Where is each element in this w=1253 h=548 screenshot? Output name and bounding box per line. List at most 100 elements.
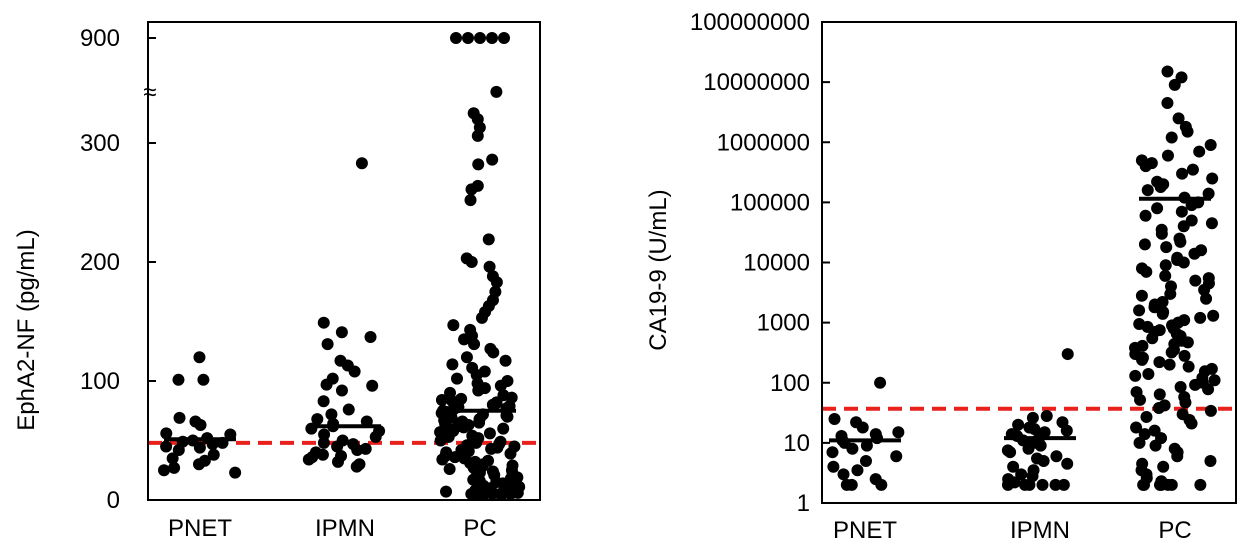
epha2-point-pc: [466, 183, 478, 195]
epha2-point-ipmn: [343, 404, 355, 416]
epha2-point-pc: [458, 421, 470, 433]
ca199-point-pnet: [838, 468, 850, 480]
epha2-point-pc: [447, 319, 459, 331]
epha2-point-ipmn: [336, 326, 348, 338]
ca199-point-pc: [1157, 308, 1169, 320]
epha2-chart: EphA2-NF (pg/mL) 0100200300900≈ PNET IPMN…: [13, 22, 540, 542]
ca199-point-pc: [1150, 440, 1162, 452]
ca199-point-pc: [1154, 479, 1166, 491]
epha2-ytick-label: 0: [107, 487, 120, 514]
epha2-point-ipmn: [351, 461, 363, 473]
epha2-point-ipmn: [303, 454, 315, 466]
ca199-point-pc: [1157, 461, 1169, 473]
epha2-ylabel: EphA2-NF (pg/mL): [13, 229, 40, 430]
epha2-point-pnet: [158, 464, 170, 476]
epha2-point-pc: [485, 443, 497, 455]
ca199-point-pnet: [860, 455, 872, 467]
ca199-ytick-label: 10000: [743, 250, 810, 277]
epha2-point-ipmn: [370, 431, 382, 443]
ca199-ytick-label: 100000: [730, 189, 810, 216]
ca199-point-pc: [1134, 437, 1146, 449]
epha2-point-pc: [472, 130, 484, 142]
ca199-point-pc: [1161, 66, 1173, 78]
ca199-point-pc: [1182, 336, 1194, 348]
epha2-point-pc: [472, 385, 484, 397]
epha2-point-pc: [484, 427, 496, 439]
ca199-category-label: PNET: [833, 517, 897, 544]
ca199-ytick-label: 1000: [757, 310, 810, 337]
ca199-point-pc: [1206, 217, 1218, 229]
epha2-point-pnet: [229, 467, 241, 479]
epha2-point-pc: [461, 351, 473, 363]
epha2-point-pc: [498, 32, 510, 44]
ca199-category-label: PC: [1158, 517, 1191, 544]
ca199-point-pc: [1140, 160, 1152, 172]
ca199-point-ipmn: [1004, 446, 1016, 458]
ca199-point-pc: [1146, 332, 1158, 344]
epha2-point-ipmn: [318, 437, 330, 449]
epha2-point-ipmn: [366, 380, 378, 392]
epha2-point-pc: [500, 355, 512, 367]
ca199-point-pc: [1182, 126, 1194, 138]
ca199-point-pnet: [857, 422, 869, 434]
axis-break-symbol: ≈: [143, 79, 156, 106]
ca199-point-pc: [1204, 455, 1216, 467]
ca199-point-ipmn: [1023, 479, 1035, 491]
ca199-point-pc: [1140, 266, 1152, 278]
epha2-point-ipmn: [351, 444, 363, 456]
ca199-point-pc: [1169, 79, 1181, 91]
epha2-point-ipmn: [365, 331, 377, 343]
ca199-point-pnet: [851, 464, 863, 476]
ca199-point-pc: [1155, 181, 1167, 193]
epha2-point-pc: [470, 488, 482, 500]
ca199-point-pc: [1174, 236, 1186, 248]
ca199-point-pnet: [875, 479, 887, 491]
ca199-point-pc: [1156, 228, 1168, 240]
ca199-point-pc: [1162, 150, 1174, 162]
epha2-point-pc: [440, 486, 452, 498]
ca199-point-ipmn: [1002, 479, 1014, 491]
epha2-point-pnet: [195, 419, 207, 431]
ca199-point-ipmn: [1022, 443, 1034, 455]
ca199-point-pc: [1129, 370, 1141, 382]
ca199-point-ipmn: [1041, 410, 1053, 422]
ca199-point-pc: [1140, 411, 1152, 423]
ca199-point-pc: [1160, 259, 1172, 271]
ca199-point-pc: [1136, 354, 1148, 366]
epha2-ytick-label: 200: [80, 249, 120, 276]
epha2-point-pc: [474, 32, 486, 44]
ca199-point-pc: [1139, 238, 1151, 250]
epha2-ytick-label: 100: [80, 368, 120, 395]
epha2-point-ipmn: [356, 157, 368, 169]
epha2-point-pc: [504, 448, 516, 460]
epha2-point-pc: [472, 158, 484, 170]
ca199-point-pc: [1160, 241, 1172, 253]
epha2-point-ipmn: [336, 385, 348, 397]
epha2-point-pc: [465, 194, 477, 206]
ca199-point-ipmn: [1058, 479, 1070, 491]
ca199-point-pnet: [892, 426, 904, 438]
ca199-point-pc: [1137, 479, 1149, 491]
epha2-point-pc: [483, 233, 495, 245]
epha2-point-pnet: [193, 351, 205, 363]
ca199-point-pc: [1193, 146, 1205, 158]
ca199-point-ipmn: [1062, 348, 1074, 360]
epha2-ytick-label: 300: [80, 130, 120, 157]
ca199-point-pc: [1176, 168, 1188, 180]
ca199-point-pc: [1166, 346, 1178, 358]
ca199-point-pc: [1171, 450, 1183, 462]
ca199-ytick-label: 10: [783, 430, 810, 457]
ca199-point-pnet: [829, 413, 841, 425]
ca199-point-ipmn: [1038, 455, 1050, 467]
ca199-point-pc: [1186, 199, 1198, 211]
ca199-point-pc: [1179, 350, 1191, 362]
ca199-point-pc: [1183, 361, 1195, 373]
ca199-point-pc: [1134, 394, 1146, 406]
epha2-point-ipmn: [332, 456, 344, 468]
ca199-category-label: IPMN: [1010, 517, 1070, 544]
ca199-point-pc: [1200, 293, 1212, 305]
ca199-point-ipmn: [1061, 425, 1073, 437]
ca199-point-pc: [1189, 275, 1201, 287]
epha2-category-label: PNET: [168, 515, 232, 542]
